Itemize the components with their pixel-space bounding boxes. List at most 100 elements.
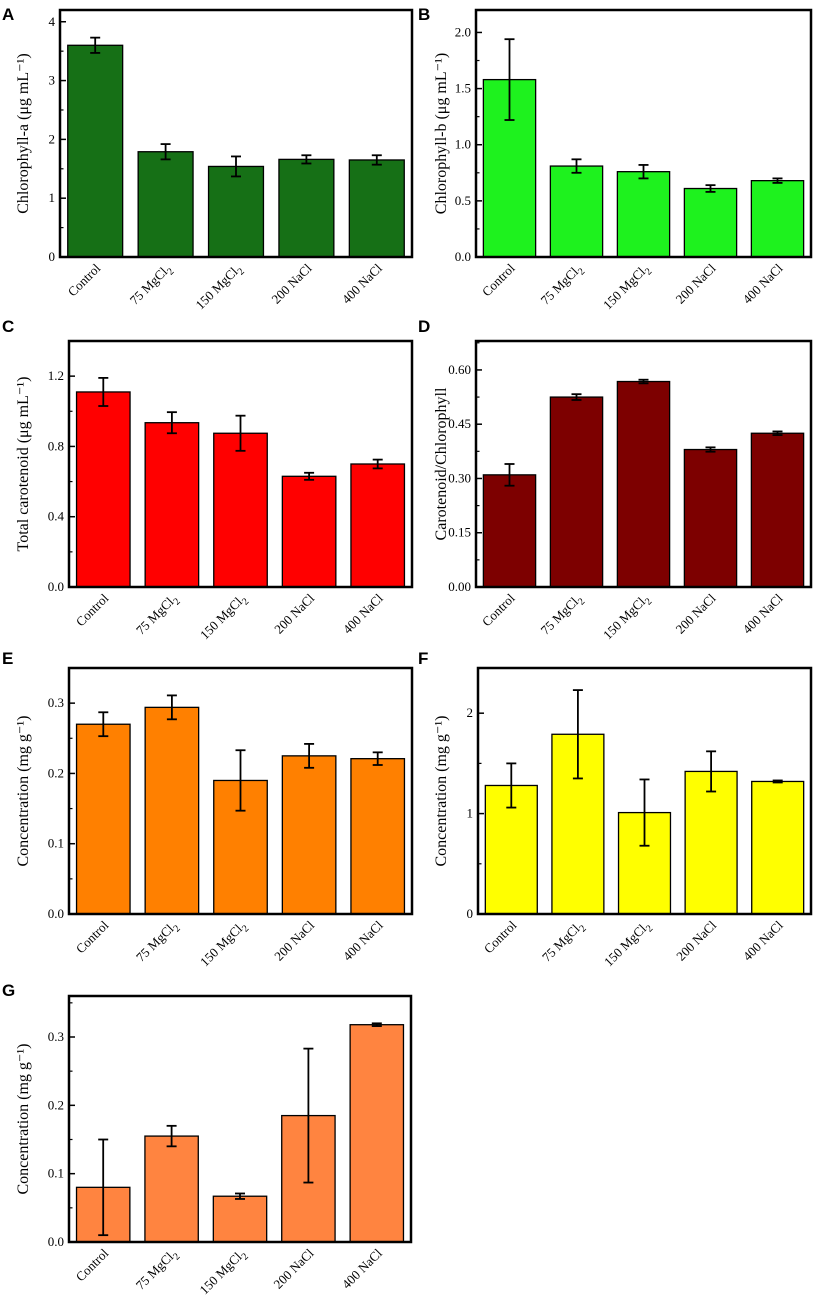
y-tick-label: 1.2 — [48, 368, 64, 383]
y-tick-label: 0 — [467, 906, 474, 921]
bar-4 — [278, 158, 335, 258]
y-tick-label: 1.5 — [455, 81, 471, 96]
category-label-2: 75 MgCl2 — [538, 261, 588, 311]
category-label-3: 150 MgCl2 — [197, 918, 252, 973]
y-tick-label: 0.3 — [48, 695, 64, 710]
bar-4 — [281, 475, 337, 588]
bar-5 — [350, 463, 406, 588]
category-label-1: Control — [73, 590, 112, 629]
category-label-1: Control — [73, 917, 112, 956]
category-label-2: 75 MgCl2 — [539, 918, 589, 968]
bar-5 — [349, 1024, 405, 1243]
y-tick-label: 1 — [49, 190, 56, 205]
category-label-2: 75 MgCl2 — [133, 1246, 183, 1296]
y-tick-label: 2.0 — [455, 24, 471, 39]
category-label-3: 150 MgCl2 — [601, 918, 656, 973]
y-axis-label: Concentration (mg g⁻¹) — [15, 716, 32, 867]
panel-letter: F — [418, 649, 428, 668]
plot-frame — [476, 666, 813, 916]
category-label-1: Control — [481, 917, 520, 956]
bar-3 — [212, 1195, 268, 1243]
bar-2 — [144, 706, 200, 915]
bar-4 — [683, 187, 738, 258]
chart-panel-b: B Control 75 MgCl2 150 MgCl2 200 NaCl 400 NaC… — [418, 5, 813, 316]
y-tick-label: 1 — [467, 806, 474, 821]
bar-5 — [751, 780, 805, 915]
bar-3 — [207, 165, 265, 258]
category-label-5: 400 NaCl — [340, 917, 386, 963]
category-label-1: Control — [479, 260, 518, 299]
panel-letter: C — [2, 317, 14, 336]
category-label-4: 200 NaCl — [673, 590, 719, 636]
y-tick-label: 0.0 — [48, 906, 64, 921]
category-label-4: 200 NaCl — [271, 917, 317, 963]
y-tick-label: 0.00 — [448, 579, 471, 594]
category-label-1: Control — [73, 1245, 112, 1284]
panel-letter: E — [2, 649, 13, 668]
y-tick-label: 0.5 — [455, 193, 471, 208]
y-tick-label: 0.45 — [448, 416, 471, 431]
category-label-2: 75 MgCl2 — [133, 918, 183, 968]
category-label-5: 400 NaCl — [340, 590, 386, 636]
bar-2 — [144, 422, 200, 588]
category-label-3: 150 MgCl2 — [600, 591, 655, 646]
bar-5 — [348, 159, 405, 258]
category-label-3: 150 MgCl2 — [196, 1246, 251, 1300]
y-tick-label: 0.30 — [448, 470, 471, 485]
y-tick-label: 0.1 — [48, 1166, 64, 1181]
y-tick-label: 4 — [49, 14, 56, 29]
bar-3 — [213, 432, 268, 588]
y-axis-label: Concentration (mg g⁻¹) — [15, 1044, 32, 1195]
y-tick-label: 0.8 — [48, 438, 64, 453]
panel-letter: A — [2, 5, 14, 24]
category-label-4: 200 NaCl — [271, 590, 317, 636]
bar-1 — [482, 474, 537, 588]
category-label-4: 200 NaCl — [270, 1245, 316, 1291]
y-tick-label: 3 — [49, 73, 56, 88]
bar-1 — [75, 723, 131, 915]
bar-4 — [281, 755, 337, 915]
y-tick-label: 0.15 — [448, 525, 471, 540]
category-label-2: 75 MgCl2 — [133, 591, 183, 641]
bar-2 — [137, 151, 194, 258]
category-label-5: 400 NaCl — [740, 917, 786, 963]
chart-panel-g: G Control 75 MgCl2 150 MgCl2 200 NaCl 400 NaC… — [2, 981, 413, 1300]
y-axis-label: Chlorophyll-b (μg mL⁻¹) — [433, 53, 450, 214]
y-tick-label: 2 — [467, 705, 474, 720]
chart-panel-c: C Control 75 MgCl2 150 MgCl2 200 NaCl 400 NaC… — [2, 317, 414, 642]
panel-letter: B — [418, 5, 430, 24]
y-tick-label: 0 — [49, 249, 56, 264]
chart-panel-a: A Control 75 MgCl2 150 MgCl2 200 NaCl 400 NaC… — [2, 5, 414, 312]
bar-1 — [67, 44, 124, 258]
y-tick-label: 0.0 — [455, 249, 471, 264]
y-tick-label: 0.3 — [48, 1029, 64, 1044]
category-label-5: 400 NaCl — [339, 1245, 385, 1291]
category-label-5: 400 NaCl — [339, 260, 385, 306]
bar-2 — [549, 396, 604, 588]
bar-5 — [750, 180, 805, 258]
category-label-4: 200 NaCl — [673, 917, 719, 963]
category-label-2: 75 MgCl2 — [538, 591, 588, 641]
bar-5 — [350, 758, 406, 915]
y-tick-label: 0.2 — [48, 1097, 64, 1112]
category-label-1: Control — [479, 590, 518, 629]
y-tick-label: 0.1 — [48, 836, 64, 851]
panel-letter: G — [2, 981, 15, 1000]
category-label-1: Control — [65, 260, 104, 299]
plot-frame — [67, 994, 413, 1244]
y-axis-label: Carotenoid/Chlorophyll — [433, 387, 450, 540]
bar-4 — [684, 770, 738, 915]
chart-panel-f: F Control 75 MgCl2 150 MgCl2 200 NaCl 400 NaC… — [418, 649, 813, 973]
y-axis-label: Concentration (mg g⁻¹) — [433, 716, 450, 867]
y-tick-label: 0.0 — [48, 579, 64, 594]
y-tick-label: 2 — [49, 131, 56, 146]
category-label-3: 150 MgCl2 — [600, 261, 655, 316]
bar-2 — [144, 1135, 199, 1243]
plot-frame — [58, 8, 414, 259]
bar-3 — [616, 380, 671, 588]
category-label-5: 400 NaCl — [740, 590, 786, 636]
y-tick-label: 0.60 — [448, 362, 471, 377]
y-tick-label: 0.2 — [48, 765, 64, 780]
bar-4 — [683, 448, 738, 588]
